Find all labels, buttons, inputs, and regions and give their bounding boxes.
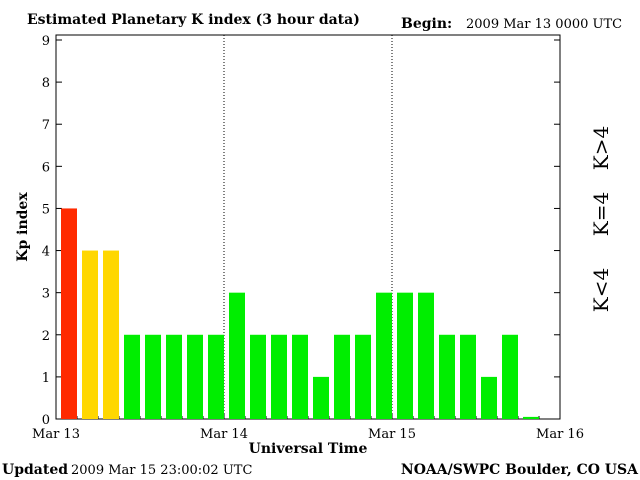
y-tick-label: 1 xyxy=(42,371,50,386)
kp-bar xyxy=(187,334,203,419)
x-ticks: Mar 13 Mar 14 Mar 15 Mar 16 xyxy=(32,414,584,442)
kp-bar xyxy=(61,208,77,419)
day-separators xyxy=(223,35,393,419)
kp-bar xyxy=(229,292,245,419)
y-tick-label: 7 xyxy=(42,118,50,133)
kp-bar xyxy=(355,334,371,419)
kp-bar xyxy=(292,334,308,419)
kp-bar xyxy=(166,334,182,419)
kp-bar xyxy=(418,292,434,419)
y-tick-label: 8 xyxy=(42,76,50,91)
kp-bar xyxy=(376,292,392,419)
legend-k-equal-4: K=4 xyxy=(589,192,613,236)
kp-bar xyxy=(145,334,161,419)
source-credit: NOAA/SWPC Boulder, CO USA xyxy=(401,462,639,478)
kp-bar xyxy=(82,250,98,419)
begin-value: 2009 Mar 13 0000 UTC xyxy=(466,17,622,32)
kp-bar xyxy=(124,334,140,419)
kp-bar xyxy=(523,416,539,419)
y-tick-label: 4 xyxy=(42,245,50,260)
x-tick-label: Mar 15 xyxy=(368,427,416,442)
kp-bar xyxy=(502,334,518,419)
kp-bar xyxy=(208,334,224,419)
y-tick-label: 0 xyxy=(42,413,50,428)
kp-bar xyxy=(481,376,497,419)
legend-k-greater-4: K>4 xyxy=(589,126,613,170)
y-tick-label: 3 xyxy=(42,287,50,302)
kp-bar xyxy=(439,334,455,419)
updated-label: Updated xyxy=(2,462,68,478)
y-tick-label: 6 xyxy=(42,160,50,175)
x-tick-label: Mar 16 xyxy=(536,427,584,442)
chart-title: Estimated Planetary K index (3 hour data… xyxy=(27,12,360,28)
begin-label: Begin: xyxy=(401,16,452,32)
updated-value: 2009 Mar 15 23:00:02 UTC xyxy=(71,463,252,478)
kp-bar xyxy=(250,334,266,419)
x-tick-label: Mar 14 xyxy=(200,427,248,442)
x-tick-label: Mar 13 xyxy=(32,427,80,442)
kp-bar xyxy=(313,376,329,419)
kp-bar xyxy=(334,334,350,419)
kp-bar xyxy=(397,292,413,419)
y-axis-title: Kp index xyxy=(15,192,31,262)
kp-bar xyxy=(460,334,476,419)
y-tick-label: 9 xyxy=(42,34,50,49)
kp-bars xyxy=(61,208,539,419)
kp-bar xyxy=(271,334,287,419)
x-axis-title: Universal Time xyxy=(249,441,368,457)
y-tick-label: 2 xyxy=(42,329,50,344)
legend-k-less-4: K<4 xyxy=(589,268,613,312)
y-tick-label: 5 xyxy=(42,202,50,217)
kp-bar xyxy=(103,250,119,419)
